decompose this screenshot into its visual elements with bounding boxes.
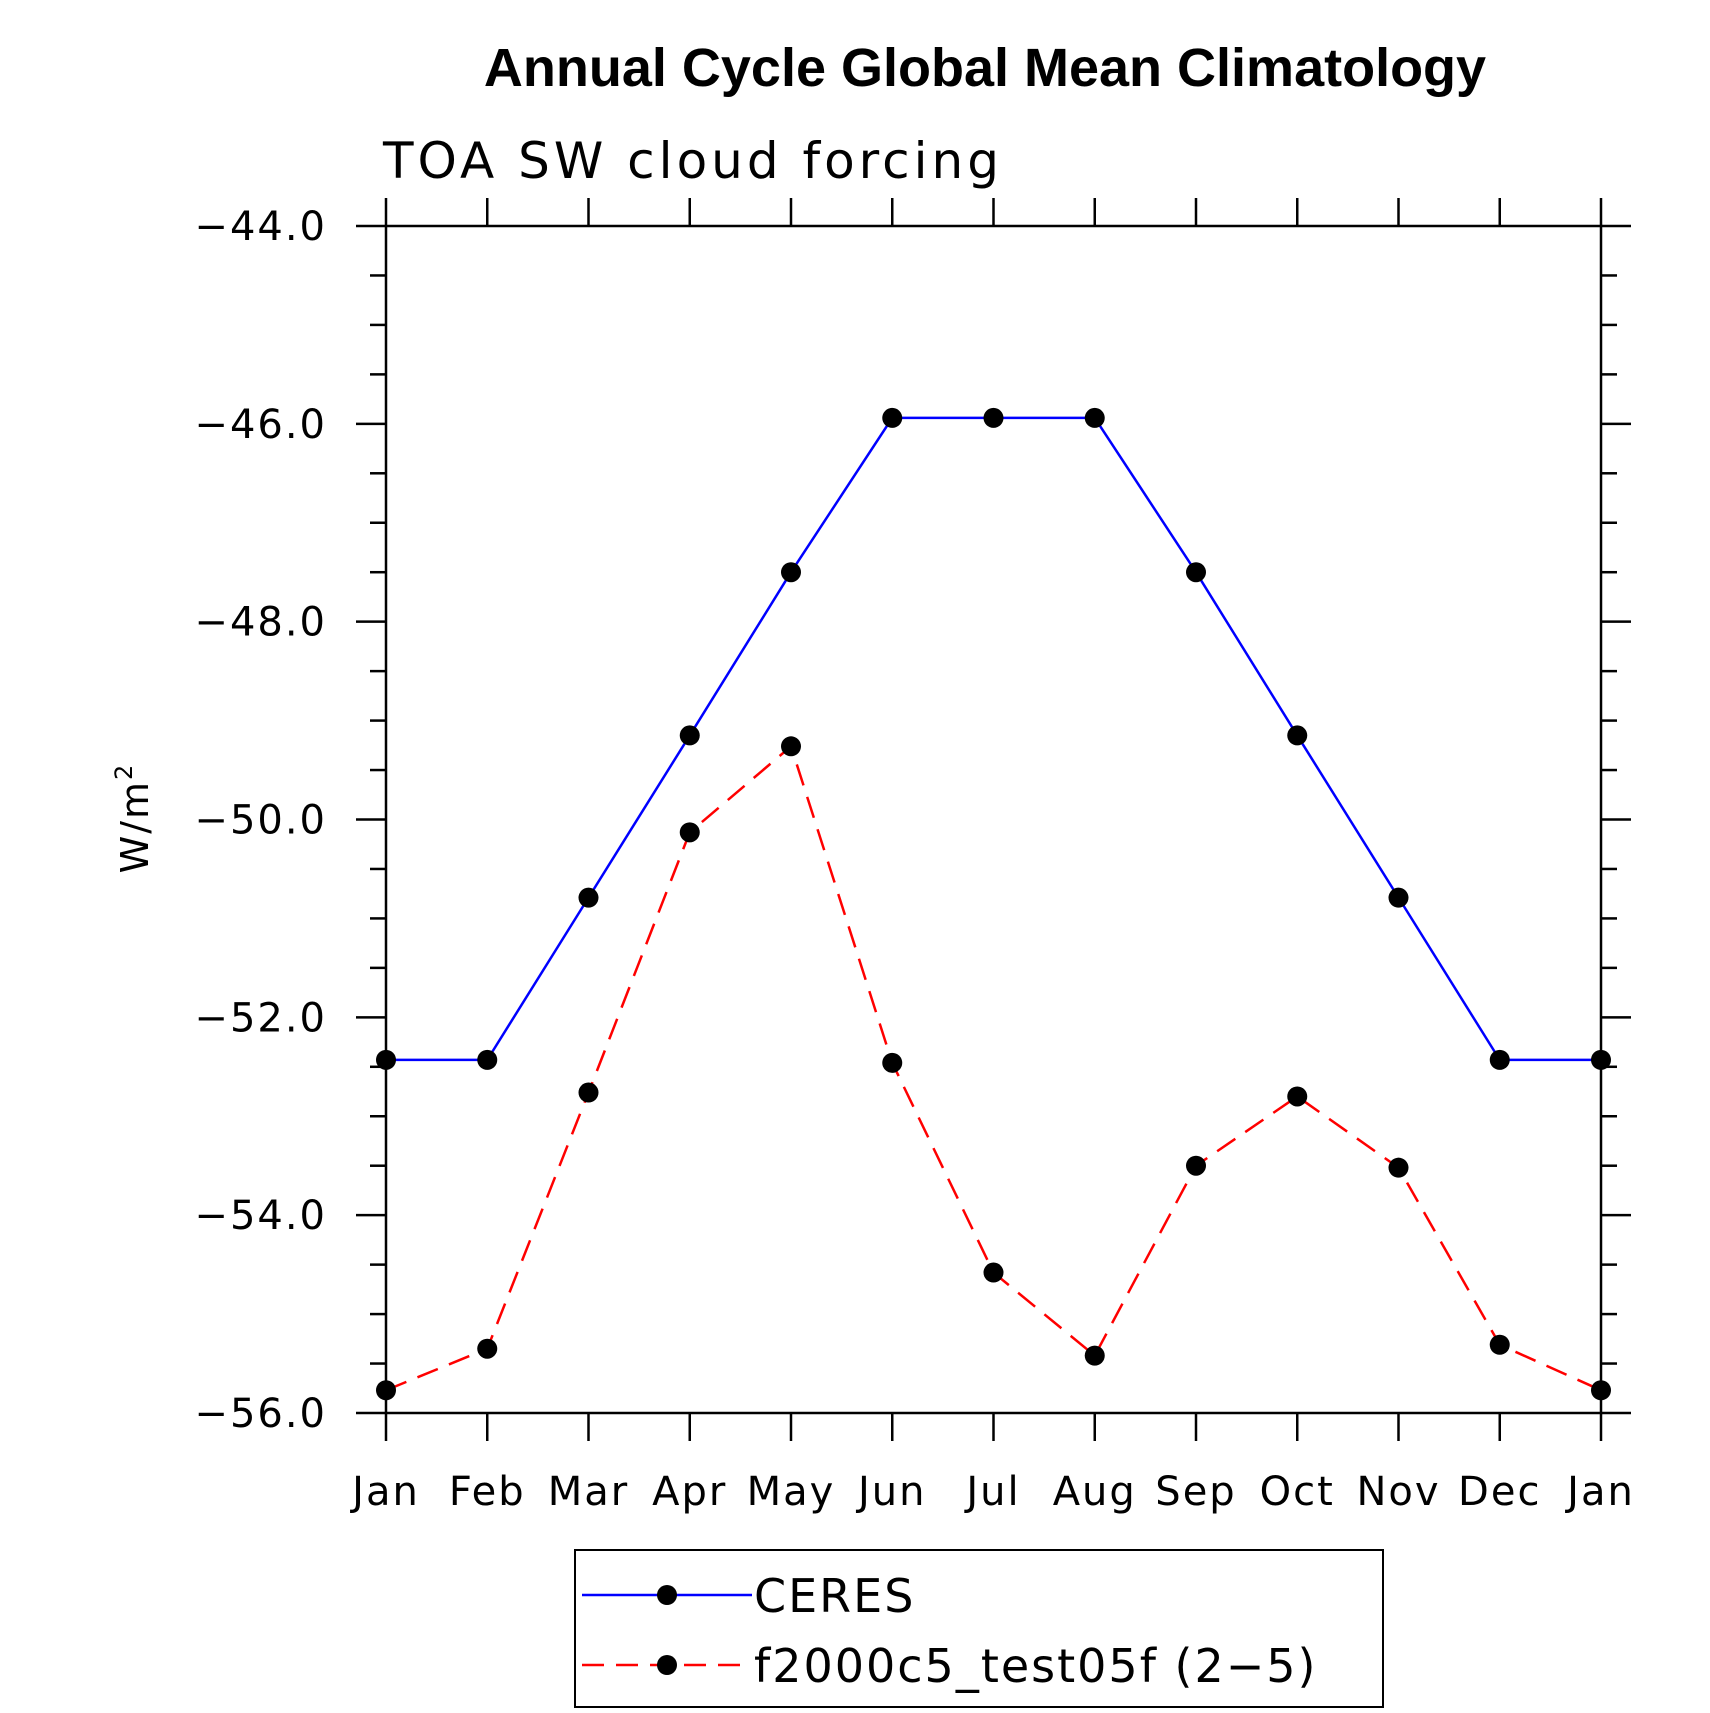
x-tick-label: Mar <box>548 1469 629 1515</box>
x-tick-label: Jun <box>855 1469 927 1515</box>
series-line-1 <box>385 745 1602 1392</box>
legend-label-ceres: CERES <box>754 1569 915 1623</box>
legend-box <box>574 1549 1384 1708</box>
series-1-point <box>983 1262 1004 1283</box>
series-0-point <box>781 562 801 583</box>
series-0-point <box>679 725 700 746</box>
series-0-point <box>983 407 1004 428</box>
series-1-point <box>1591 1380 1611 1401</box>
x-tick-label: Jan <box>1564 1469 1635 1515</box>
chart-title: Annual Cycle Global Mean Climatology <box>484 38 1486 98</box>
series-1-point <box>1287 1086 1308 1107</box>
series-layer <box>376 407 1611 1401</box>
x-tick-label: Feb <box>449 1469 526 1515</box>
legend-marker-ceres <box>657 1585 677 1605</box>
y-tick-label: −50.0 <box>194 798 327 844</box>
x-tick-label: May <box>747 1469 836 1515</box>
axes: Jan Feb Mar Apr May Jun Jul Aug Sep Oct Nov Dec Jan−… <box>194 198 1635 1515</box>
chart-subtitle: TOA SW cloud forcing <box>382 132 1003 190</box>
series-line-0 <box>386 416 1601 1062</box>
series-0-point <box>1084 407 1105 428</box>
y-tick-label: −56.0 <box>194 1391 327 1437</box>
series-0-point <box>1489 1049 1510 1070</box>
x-tick-label: Jan <box>349 1469 420 1515</box>
series-0-point <box>1287 725 1308 746</box>
series-1-point <box>679 822 700 843</box>
series-1-point <box>1186 1155 1206 1176</box>
series-1-point <box>1388 1157 1409 1178</box>
x-tick-label: Oct <box>1260 1469 1335 1515</box>
legend: CERES f2000c5_test05f (2−5) <box>574 1549 1384 1708</box>
series-0-point <box>1591 1049 1611 1070</box>
series-1-point <box>882 1052 903 1073</box>
series-0-point <box>376 1049 396 1070</box>
series-0-point <box>578 887 599 908</box>
series-1-point <box>781 736 801 757</box>
x-tick-label: Jul <box>963 1469 1020 1515</box>
x-tick-label: Aug <box>1053 1469 1137 1515</box>
legend-label-model: f2000c5_test05f (2−5) <box>754 1639 1317 1693</box>
series-0-point <box>1388 887 1409 908</box>
x-tick-label: Nov <box>1356 1469 1440 1515</box>
y-tick-label: −44.0 <box>194 204 327 250</box>
series-0-point <box>1186 562 1206 583</box>
series-1-point <box>1489 1334 1510 1355</box>
series-1-point <box>1084 1345 1105 1366</box>
series-0-point <box>477 1049 498 1070</box>
x-tick-label: Sep <box>1155 1469 1236 1515</box>
series-1-point <box>578 1082 599 1103</box>
series-0-point <box>882 407 903 428</box>
x-tick-label: Dec <box>1458 1469 1541 1515</box>
x-tick-label: Apr <box>652 1469 727 1515</box>
y-axis-label-text: W/m <box>113 780 157 873</box>
svg-text:W/m2: W/m2 <box>110 763 157 874</box>
y-tick-label: −46.0 <box>194 402 327 448</box>
y-tick-label: −54.0 <box>194 1193 327 1239</box>
series-1-point <box>477 1338 498 1359</box>
y-axis-label: W/m2 <box>110 763 157 874</box>
legend-marker-model <box>657 1655 677 1675</box>
y-tick-label: −52.0 <box>194 995 327 1041</box>
plot-frame <box>384 224 1603 1415</box>
y-tick-label: −48.0 <box>194 600 327 646</box>
series-1-point <box>376 1380 396 1401</box>
y-axis-label-superscript: 2 <box>110 763 138 780</box>
